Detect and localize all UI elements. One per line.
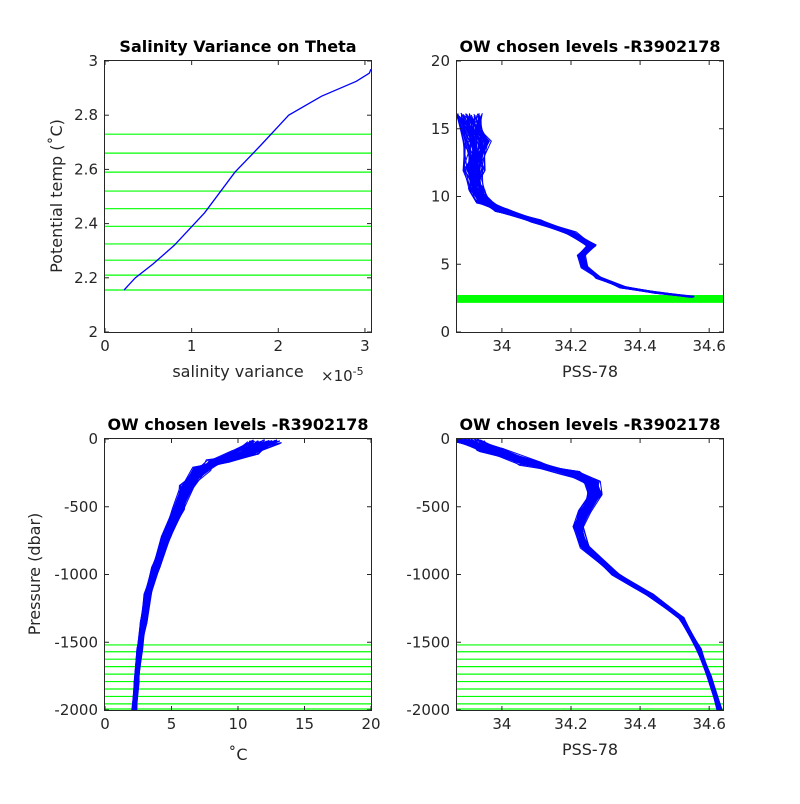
x-tick-label: 1 [187, 337, 197, 355]
profile-line [134, 442, 282, 711]
panel-salinity-variance: 0 1 2 3 2 2.2 2.4 2.6 2.8 3 Salinity Variance on … [47, 37, 372, 385]
profile-line [456, 440, 718, 711]
y-tick-label: 3 [88, 52, 98, 70]
y-tick-label: -1500 [406, 633, 450, 651]
y-tick-label: -1500 [54, 633, 98, 651]
panel-1-x-exponent: ×10-5 [321, 365, 364, 385]
panel-2-data [456, 112, 723, 303]
panel-1-data [105, 68, 372, 291]
x-tick-label: 15 [295, 715, 314, 733]
x-tick-label: 3 [360, 337, 370, 355]
x-tick-label: 34.6 [692, 715, 725, 733]
panel-1-axes-box [104, 60, 372, 333]
x-tick-label: 34 [492, 337, 511, 355]
x-tick-label: 0 [100, 337, 110, 355]
panel-3-xlabel: ˚C [228, 745, 247, 764]
x-tick-label: 34.2 [554, 337, 587, 355]
y-tick-label: 20 [431, 52, 450, 70]
y-tick-label: 0 [88, 430, 98, 448]
panel-1-xlabel: salinity variance [172, 362, 303, 381]
y-tick-label: -2000 [54, 701, 98, 719]
panel-4-ticks: 34 34.2 34.4 34.6 -2000 -1500 -1000 -500 0 [406, 430, 725, 733]
panel-4-data [456, 438, 723, 711]
x-tick-label: 10 [228, 715, 247, 733]
x-tick-label: 2 [274, 337, 284, 355]
panel-4-xlabel: PSS-78 [562, 740, 618, 759]
x-tick-label: 5 [167, 715, 177, 733]
y-tick-label: 2 [88, 323, 98, 341]
panel-4-title: OW chosen levels -R3902178 [459, 415, 720, 434]
y-tick-label: 0 [440, 323, 450, 341]
x-tick-label: 34 [492, 715, 511, 733]
panel-1-x-exponent-base: ×10 [321, 367, 353, 385]
profile-line [456, 441, 719, 711]
panel-1-title: Salinity Variance on Theta [119, 37, 356, 56]
y-tick-label: 0 [440, 430, 450, 448]
panel-1-x-exponent-power: -5 [353, 365, 364, 378]
x-tick-label: 34.4 [623, 337, 656, 355]
y-tick-label: 15 [431, 120, 450, 138]
panel-1-ylabel: Potential temp (˚C) [47, 119, 66, 273]
panel-pressure-salinity: 34 34.2 34.4 34.6 -2000 -1500 -1000 -500 0 OW ch… [406, 415, 725, 759]
panel-3-ylabel: Pressure (dbar) [25, 513, 44, 636]
y-tick-label: -500 [64, 498, 98, 516]
y-tick-label: 5 [440, 255, 450, 273]
profile-line [456, 116, 690, 298]
panel-3-axes-box [104, 438, 372, 711]
x-tick-label: 34.6 [692, 337, 725, 355]
panel-2-xlabel: PSS-78 [562, 362, 618, 381]
y-tick-label: 10 [431, 188, 450, 206]
panel-3-ticks: 0 5 10 15 20 -2000 -1500 -1000 -500 0 [54, 430, 380, 733]
panel-2-ticks: 34 34.2 34.4 34.6 0 5 10 15 20 [431, 52, 726, 355]
y-tick-label: -1000 [54, 566, 98, 584]
panel-4-axes-box [456, 438, 724, 711]
panel-theta-salinity: 34 34.2 34.4 34.6 0 5 10 15 20 OW chosen levels … [431, 37, 726, 381]
y-tick-label: 2.6 [74, 160, 98, 178]
profile-line [456, 439, 718, 710]
y-tick-label: -1000 [406, 566, 450, 584]
x-tick-label: 20 [361, 715, 380, 733]
y-tick-label: -2000 [406, 701, 450, 719]
profile-line [475, 440, 723, 711]
panel-3-title: OW chosen levels -R3902178 [107, 415, 368, 434]
panel-1-ticks: 0 1 2 3 2 2.2 2.4 2.6 2.8 3 [74, 52, 371, 355]
panel-2-axes-box [456, 60, 724, 333]
panel-3-data [105, 439, 371, 711]
x-tick-label: 34.2 [554, 715, 587, 733]
panel-2-title: OW chosen levels -R3902178 [459, 37, 720, 56]
chosen-levels-band [457, 295, 723, 303]
y-tick-label: 2.8 [74, 106, 98, 124]
y-tick-label: -500 [416, 498, 450, 516]
variance-series-line [123, 68, 372, 291]
y-tick-label: 2.4 [74, 215, 98, 233]
x-tick-label: 0 [100, 715, 110, 733]
panel-pressure-temperature: 0 5 10 15 20 -2000 -1500 -1000 -500 0 OW chosen l… [25, 415, 381, 764]
x-tick-label: 34.4 [623, 715, 656, 733]
y-tick-label: 2.2 [74, 269, 98, 287]
